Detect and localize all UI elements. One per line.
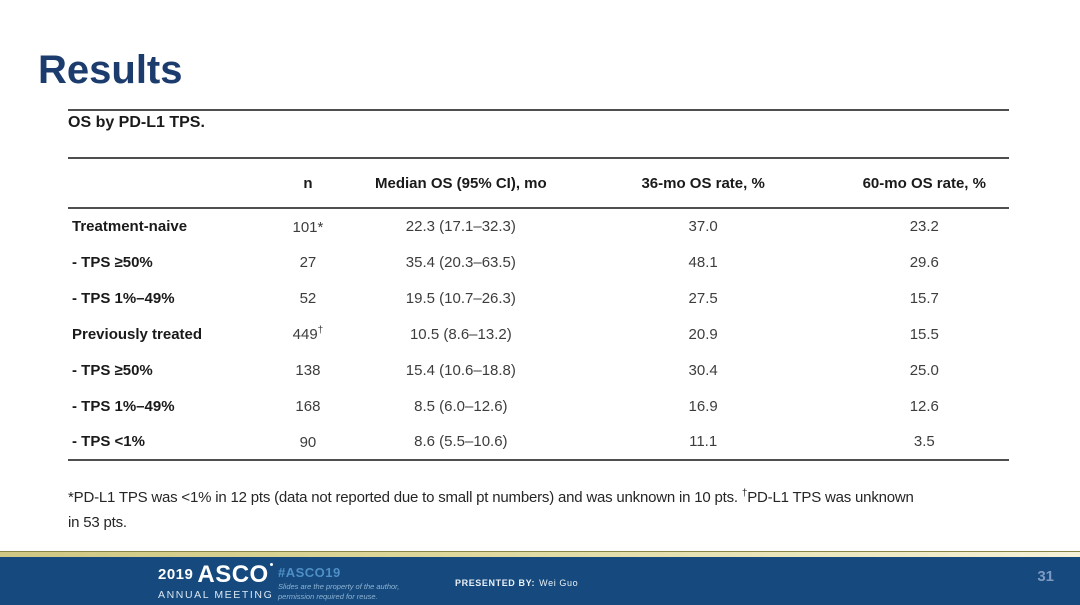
n-cell: 27 <box>299 254 317 271</box>
row-label: - TPS <1% <box>72 433 145 450</box>
os60-cell: 23.2 <box>909 218 939 235</box>
os-by-pdl1-tps-table: n Median OS (95% CI), mo 36-mo OS rate, … <box>68 157 1009 461</box>
median-os-cell: 35.4 (20.3–63.5) <box>405 253 516 271</box>
dagger-symbol: † <box>741 488 748 499</box>
table-row: - TPS 1%–49% 168 8.5 (6.0–12.6) 16.9 12.… <box>68 388 1009 424</box>
os60-cell: 15.5 <box>909 325 939 343</box>
table-caption: OS by PD-L1 TPS. <box>68 114 205 131</box>
os36-cell: 11.1 <box>689 433 718 450</box>
table-row: - TPS 1%–49% 52 19.5 (10.7–26.3) 27.5 15… <box>68 280 1009 316</box>
os36-cell: 16.9 <box>688 397 718 415</box>
presented-by: PRESENTED BY: Wei Guo <box>455 578 579 588</box>
table-header-row: n Median OS (95% CI), mo 36-mo OS rate, … <box>68 158 1009 208</box>
page-title: Results <box>38 48 183 92</box>
os60-cell: 25.0 <box>909 361 939 379</box>
logo-subtitle: ANNUAL MEETING <box>158 589 274 601</box>
asco-logo: 2019 ASCO ANNUAL MEETING <box>158 563 273 601</box>
os60-cell: 29.6 <box>909 253 939 271</box>
table-row: - TPS ≥50% 138 15.4 (10.6–18.8) 30.4 25.… <box>68 352 1009 388</box>
table-row: - TPS ≥50% 27 35.4 (20.3–63.5) 48.1 29.6 <box>68 244 1009 280</box>
footer-gold-divider <box>0 551 1080 557</box>
results-table-container: n Median OS (95% CI), mo 36-mo OS rate, … <box>68 157 1009 461</box>
n-cell: 90 <box>299 433 317 451</box>
disclaimer-text: Slides are the property of the author, p… <box>278 582 400 602</box>
footnote: *PD-L1 TPS was <1% in 12 pts (data not r… <box>68 488 914 531</box>
slide-page-number: 31 <box>1037 568 1054 585</box>
median-os-cell: 8.5 (6.0–12.6) <box>414 397 508 415</box>
logo-name: ASCO <box>197 561 269 588</box>
logo-year: 2019 <box>158 566 194 583</box>
median-os-cell: 22.3 (17.1–32.3) <box>405 218 516 235</box>
os60-cell: 3.5 <box>913 433 935 450</box>
header-median-os: Median OS (95% CI), mo <box>374 174 547 192</box>
os36-cell: 37.0 <box>688 218 718 235</box>
table-row: - TPS <1% 90 8.6 (5.5–10.6) 11.1 3.5 <box>68 424 1009 460</box>
median-os-cell: 8.6 (5.5–10.6) <box>414 433 508 450</box>
logo-trademark-dot <box>269 563 273 566</box>
median-os-cell: 19.5 (10.7–26.3) <box>405 289 516 307</box>
caption-top-rule <box>68 109 1009 111</box>
row-label: - TPS ≥50% <box>72 253 153 271</box>
os36-cell: 20.9 <box>688 325 718 343</box>
header-empty <box>68 158 261 208</box>
row-label: - TPS ≥50% <box>72 361 153 379</box>
row-label: Treatment-naive <box>72 218 188 235</box>
n-cell: 138 <box>295 362 321 379</box>
header-n: n <box>303 174 313 192</box>
footer-bar: 2019 ASCO ANNUAL MEETING #ASCO19 Slides a… <box>0 557 1080 605</box>
os36-cell: 30.4 <box>688 361 718 379</box>
row-label: Previously treated <box>72 325 203 343</box>
table-row: Treatment-naive 101* 22.3 (17.1–32.3) 37… <box>68 208 1009 244</box>
header-60mo-os-rate: 60-mo OS rate, % <box>862 174 986 192</box>
hashtag-label: #ASCO19 <box>278 565 341 580</box>
n-cell: 449† <box>292 325 324 343</box>
os60-cell: 12.6 <box>909 397 939 415</box>
os60-cell: 15.7 <box>909 289 939 307</box>
os36-cell: 27.5 <box>688 289 718 307</box>
row-label: - TPS 1%–49% <box>72 397 175 415</box>
table-row: Previously treated 449† 10.5 (8.6–13.2) … <box>68 316 1009 352</box>
row-label: - TPS 1%–49% <box>72 289 175 307</box>
n-cell: 52 <box>299 290 317 307</box>
header-36mo-os-rate: 36-mo OS rate, % <box>641 174 765 192</box>
presenter-name: Wei Guo <box>539 578 579 588</box>
os36-cell: 48.1 <box>688 253 718 271</box>
n-cell: 101* <box>292 218 324 236</box>
n-cell: 168 <box>295 398 321 415</box>
median-os-cell: 10.5 (8.6–13.2) <box>409 325 512 343</box>
median-os-cell: 15.4 (10.6–18.8) <box>405 361 516 379</box>
